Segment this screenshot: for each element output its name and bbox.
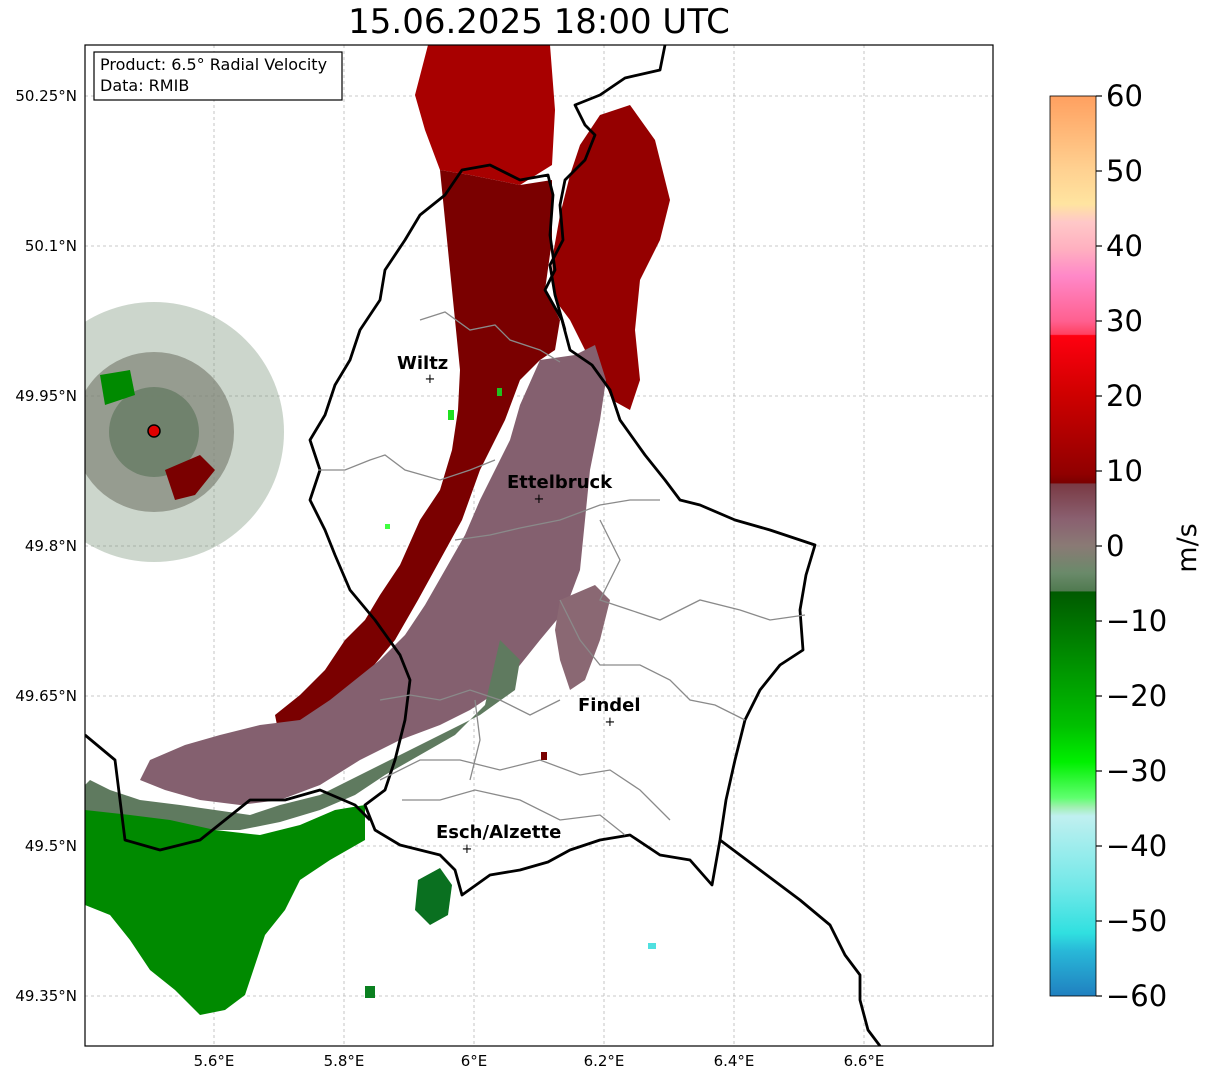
colorbar-unit-label: m/s: [1172, 523, 1203, 572]
city-ettelbruck: + Ettelbruck: [507, 472, 613, 507]
echo-speck: [448, 410, 454, 420]
echo-radar-clutter-green: [100, 370, 135, 405]
map-content: + Wiltz + Ettelbruck + Findel + Esch/Alz…: [85, 45, 993, 1046]
germany-border: [548, 45, 667, 331]
colorbar-ticks: [1096, 95, 1102, 997]
france-border: [719, 838, 882, 1046]
city-label: Esch/Alzette: [436, 822, 561, 843]
echo-green-cell: [415, 868, 452, 925]
info-product: Product: 6.5° Radial Velocity: [100, 55, 327, 74]
lat-label: 49.8°N: [25, 537, 77, 555]
map-frame: [84, 44, 994, 1047]
lat-label: 49.95°N: [15, 387, 77, 405]
city-findel: + Findel: [578, 695, 641, 730]
lon-label: 5.6°E: [194, 1052, 235, 1070]
colorbar-tick-label: 50: [1106, 154, 1143, 188]
canton-borders: [318, 311, 806, 836]
colorbar-tick-label: −40: [1106, 829, 1167, 863]
echo-speck: [541, 752, 547, 760]
lat-labels: 50.25°N 50.1°N 49.95°N 49.8°N 49.65°N 49…: [15, 87, 77, 1005]
echo-speck: [365, 986, 375, 998]
colorbar: 60 50 40 30 20 10 0 −10 −20 −30 −40 −50 …: [1049, 79, 1203, 1013]
lat-label: 50.25°N: [15, 87, 77, 105]
colorbar-tick-label: −50: [1106, 904, 1167, 938]
figure-title: 15.06.2025 18:00 UTC: [348, 2, 730, 42]
echo-mauve-scatter: [555, 585, 610, 690]
lon-label: 5.8°E: [324, 1052, 365, 1070]
city-marker: +: [425, 372, 436, 387]
belgium-border: [85, 733, 371, 852]
echo-darkred-band: [275, 170, 560, 740]
city-marker: +: [534, 492, 545, 507]
lon-labels: 5.6°E 5.8°E 6°E 6.2°E 6.4°E 6.6°E: [194, 1052, 885, 1070]
radar-site-marker: [147, 424, 161, 438]
echo-radar-clutter-red: [165, 455, 215, 500]
colorbar-tick-label: 40: [1106, 229, 1143, 263]
lat-label: 49.5°N: [25, 837, 77, 855]
lat-label: 49.35°N: [15, 987, 77, 1005]
colorbar-tick-label: 60: [1106, 79, 1143, 113]
info-data-source: Data: RMIB: [100, 76, 189, 95]
lat-label: 49.65°N: [15, 687, 77, 705]
colorbar-tick-labels: 60 50 40 30 20 10 0 −10 −20 −30 −40 −50 …: [1106, 79, 1167, 1013]
colorbar-tick-label: 20: [1106, 379, 1143, 413]
city-marker: +: [462, 842, 473, 857]
city-label: Ettelbruck: [507, 472, 613, 493]
colorbar-tick-label: 0: [1106, 529, 1124, 563]
echo-green-southwest: [85, 805, 365, 1015]
velocity-echoes: [85, 45, 670, 1015]
lon-label: 6.6°E: [844, 1052, 885, 1070]
lon-label: 6°E: [461, 1052, 488, 1070]
colorbar-tick-label: −60: [1106, 979, 1167, 1013]
city-wiltz: + Wiltz: [397, 353, 448, 387]
colorbar-tick-label: −10: [1106, 604, 1167, 638]
colorbar-ramp: [1049, 95, 1097, 997]
colorbar-tick-label: 10: [1106, 454, 1143, 488]
city-label: Findel: [578, 695, 641, 716]
colorbar-tick-label: −20: [1106, 679, 1167, 713]
city-marker: +: [605, 715, 616, 730]
colorbar-tick-label: −30: [1106, 754, 1167, 788]
echo-red-north: [415, 45, 555, 185]
city-esch-alzette: + Esch/Alzette: [436, 822, 561, 857]
echo-speck: [385, 524, 390, 529]
lon-label: 6.2°E: [584, 1052, 625, 1070]
city-label: Wiltz: [397, 353, 448, 374]
info-box: Product: 6.5° Radial Velocity Data: RMIB: [93, 51, 343, 101]
lon-label: 6.4°E: [714, 1052, 755, 1070]
echo-speck: [648, 943, 656, 949]
radar-map: + Wiltz + Ettelbruck + Findel + Esch/Alz…: [15, 44, 994, 1070]
echo-red-east: [552, 105, 670, 410]
lat-label: 50.1°N: [25, 237, 77, 255]
echo-speck: [497, 388, 502, 396]
colorbar-tick-label: 30: [1106, 304, 1143, 338]
